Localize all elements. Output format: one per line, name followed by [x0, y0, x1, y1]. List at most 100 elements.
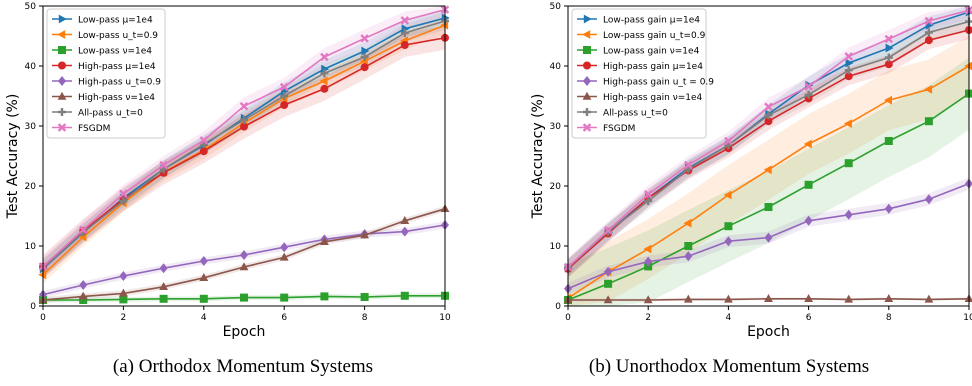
data-point-a-4-1	[79, 280, 88, 290]
data-point-b-5-5	[764, 294, 773, 302]
legend-label-b-7: FSGDM	[603, 124, 635, 134]
data-point-a-1-7	[319, 76, 328, 86]
legend-label-a-0: Low-pass μ=1e4	[78, 15, 153, 25]
data-point-b-4-8	[884, 203, 893, 214]
data-point-b-1-5	[763, 165, 772, 175]
data-point-a-3-5	[240, 122, 248, 131]
data-point-b-1-7	[843, 119, 852, 128]
data-point-b-6-9	[924, 28, 933, 37]
data-point-b-1-10	[964, 61, 972, 71]
legend-marker-a-3	[58, 61, 66, 70]
y-tick-label-a-0: 0	[30, 302, 36, 312]
legend-box-a	[46, 8, 166, 139]
data-point-a-7-5	[239, 101, 249, 111]
data-point-b-3-7	[844, 72, 853, 81]
y-tick-label-a-2: 20	[25, 182, 37, 192]
data-point-a-2-5	[240, 293, 248, 302]
data-point-b-5-7	[844, 294, 854, 303]
legend-label-a-3: High-pass μ=1e4	[78, 62, 156, 72]
data-point-a-2-9	[400, 291, 409, 300]
legend-marker-b-0	[583, 14, 592, 24]
y-tick-label-a-4: 40	[25, 62, 37, 72]
caption-b: (b) Unorthodox Momentum Systems	[588, 356, 870, 377]
data-point-b-1-3	[683, 218, 692, 228]
data-point-b-4-5	[764, 232, 773, 243]
legend-label-b-2: Low-pass gain ν=1e4	[603, 46, 700, 56]
data-point-a-5-3	[159, 282, 168, 290]
data-point-a-5-2	[119, 288, 128, 297]
legend-label-a-1: Low-pass u_t=0.9	[78, 31, 158, 41]
data-point-a-4-4	[199, 256, 208, 266]
data-point-b-6-2	[644, 197, 653, 205]
data-point-a-2-3	[159, 294, 168, 303]
y-tick-label-b-3: 30	[550, 122, 562, 132]
data-point-b-2-3	[684, 242, 693, 250]
data-point-b-7-4	[724, 136, 733, 146]
data-point-a-4-6	[280, 242, 289, 253]
y-tick-label-a-3: 30	[25, 122, 37, 132]
data-point-b-1-2	[643, 244, 652, 254]
data-point-a-5-7	[320, 237, 329, 245]
data-point-a-6-8	[360, 53, 369, 61]
data-point-b-7-9	[924, 16, 934, 26]
data-point-b-5-9	[924, 294, 934, 303]
data-point-b-0-8	[885, 43, 894, 53]
chart-a: 0 2 4 6 8 10 0 10 20 30 40 50 Epoch Test Accuracy (%)…	[5, 2, 451, 340]
data-point-a-3-7	[320, 84, 329, 93]
data-point-b-7-7	[844, 52, 853, 61]
data-point-a-3-9	[400, 41, 409, 49]
data-point-a-7-2	[119, 189, 128, 199]
data-point-a-3-8	[360, 63, 369, 72]
data-point-b-7-1	[603, 226, 613, 235]
x-tick-label-a-5: 10	[439, 313, 451, 323]
y-tick-label-a-1: 10	[25, 242, 37, 252]
data-point-b-3-9	[924, 36, 933, 45]
y-tick-label-b-4: 40	[550, 62, 562, 72]
data-point-a-7-9	[400, 16, 410, 25]
data-point-b-7-6	[804, 82, 813, 91]
data-point-a-4-3	[159, 263, 168, 274]
data-point-a-7-8	[360, 34, 369, 43]
data-point-b-6-8	[884, 53, 893, 62]
data-point-b-3-8	[884, 60, 893, 69]
data-point-b-4-7	[844, 209, 853, 220]
x-tick-label-a-4: 8	[362, 313, 368, 323]
y-axis-label-b: Test Accuracy (%)	[530, 94, 546, 220]
legend-marker-b-1	[582, 30, 591, 39]
y-axis-label-a: Test Accuracy (%)	[5, 94, 21, 220]
x-axis-label-b: Epoch	[747, 324, 790, 340]
plot-frame-a	[42, 5, 446, 307]
legend-marker-a-5	[57, 91, 67, 100]
legend-label-b-4: High-pass gain u_t = 0.9	[603, 77, 714, 87]
x-tick-label-b-3: 6	[806, 313, 812, 323]
x-tick-label-a-1: 2	[121, 313, 127, 323]
data-point-a-6-6	[280, 92, 289, 100]
x-tick-label-b-4: 8	[886, 313, 892, 323]
data-point-a-2-8	[360, 293, 369, 301]
legend-label-b-3: High-pass gain μ=1e4	[603, 62, 703, 72]
data-point-a-3-4	[199, 147, 208, 156]
legend-marker-b-7	[582, 123, 592, 132]
data-point-a-6-7	[320, 69, 329, 78]
legend-marker-b-5	[582, 91, 592, 100]
legend-label-b-0: Low-pass gain μ=1e4	[603, 15, 700, 25]
data-point-a-7-3	[159, 160, 168, 170]
legend-marker-b-3	[583, 61, 591, 70]
data-point-a-5-1	[78, 291, 88, 300]
series-band-b-3	[568, 21, 969, 278]
data-point-a-2-7	[320, 292, 329, 301]
data-point-b-5-1	[603, 295, 613, 304]
legend-label-a-5: High-pass ν=1e4	[78, 93, 155, 103]
data-point-b-7-2	[643, 190, 653, 199]
data-point-a-5-5	[239, 262, 249, 271]
legend-label-a-7: FSGDM	[78, 124, 110, 134]
data-point-a-7-1	[78, 225, 88, 235]
data-point-a-4-9	[400, 226, 409, 237]
data-point-b-2-5	[764, 203, 773, 211]
data-point-b-1-4	[723, 190, 732, 200]
data-point-b-1-6	[803, 139, 812, 149]
legend-box-b	[571, 8, 707, 139]
data-point-b-2-6	[804, 180, 813, 189]
data-point-b-7-3	[684, 160, 693, 170]
data-point-b-2-1	[604, 279, 613, 288]
